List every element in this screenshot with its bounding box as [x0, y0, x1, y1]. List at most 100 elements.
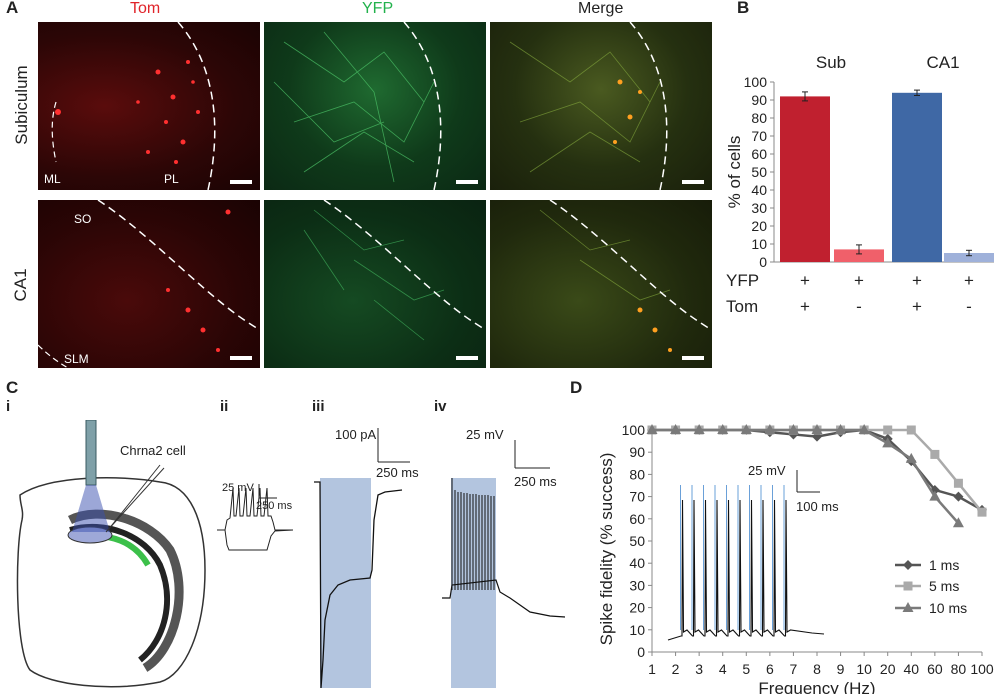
x-tick-label: 100	[970, 661, 994, 677]
scale-ii-voltage: 25 mV	[222, 482, 254, 494]
scale-bar	[682, 180, 704, 184]
label-ml: ML	[44, 172, 61, 186]
data-point	[787, 424, 799, 434]
y-tick-label: 40	[751, 182, 767, 198]
x-tick-label: 10	[856, 661, 872, 677]
y-tick-label: 60	[751, 146, 767, 162]
col-title-tom: Tom	[130, 0, 161, 17]
tom-sign: -	[966, 297, 972, 316]
scale-bar	[682, 356, 704, 360]
inset-scale-v-label: 25 mV	[748, 463, 786, 478]
micrograph-sub-tom: ML PL	[38, 22, 260, 190]
panel-c-iv: iv	[434, 398, 447, 415]
data-point	[717, 424, 729, 434]
data-point	[764, 424, 776, 434]
chrna2-cell-label: Chrna2 cell	[120, 443, 186, 458]
y-tick-label: 10	[629, 622, 645, 638]
data-point	[977, 507, 987, 517]
micrograph-ca1-tom: SO SLM	[38, 200, 260, 368]
inset-trace	[667, 485, 825, 641]
scale-iv-voltage: 25 mV	[466, 427, 504, 442]
legend-marker	[903, 560, 913, 570]
data-point	[670, 424, 682, 434]
y-tick-label: 90	[629, 444, 645, 460]
y-tick-label: 10	[751, 236, 767, 252]
x-tick-label: 6	[766, 661, 774, 677]
x-tick-label: 80	[951, 661, 967, 677]
scale-bar	[230, 356, 252, 360]
y-tick-label: 0	[759, 254, 767, 270]
row-title-subiculum: Subiculum	[12, 65, 31, 145]
label-slm: SLM	[64, 352, 89, 366]
scale-bar	[230, 180, 252, 184]
inset-scale-t-label: 100 ms	[796, 499, 839, 514]
y-tick-label: 20	[751, 218, 767, 234]
x-tick-label: 5	[742, 661, 750, 677]
data-point	[930, 449, 940, 459]
yfp-sign: +	[964, 271, 974, 290]
x-tick-label: 9	[837, 661, 845, 677]
y-tick-label: 90	[751, 92, 767, 108]
y-tick-label: 30	[629, 577, 645, 593]
light-stim-iii	[320, 478, 371, 688]
y-tick-label: 70	[751, 128, 767, 144]
bar	[944, 253, 994, 262]
row-label-tom: Tom	[726, 297, 758, 316]
panel-label-c: C	[6, 378, 19, 397]
micrograph-sub-yfp	[264, 22, 486, 190]
panel-c-iii: iii	[312, 398, 325, 415]
panel-c-ii: ii	[220, 398, 229, 415]
x-tick-label: 7	[790, 661, 798, 677]
brain-schematic	[16, 420, 206, 688]
y-tick-label: 80	[629, 466, 645, 482]
micrograph-ca1-merge	[490, 200, 712, 368]
x-tick-label: 40	[903, 661, 919, 677]
row-title-ca1: CA1	[11, 268, 30, 302]
data-point	[883, 425, 893, 435]
col-title-merge: Merge	[578, 0, 624, 17]
x-axis-label: Frequency (Hz)	[758, 679, 875, 694]
y-tick-label: 100	[622, 422, 646, 438]
row-label-yfp: YFP	[726, 271, 759, 290]
panel-c-i: i	[6, 398, 11, 415]
y-tick-label: 40	[629, 555, 645, 571]
y-tick-label: 100	[744, 74, 768, 90]
x-tick-label: 3	[695, 661, 703, 677]
scale-bar	[456, 356, 478, 360]
y-tick-label: 80	[751, 110, 767, 126]
x-tick-label: 20	[880, 661, 896, 677]
trace-iii	[314, 428, 410, 689]
scale-iv-time: 250 ms	[514, 474, 557, 489]
data-point	[858, 424, 870, 434]
y-tick-label: 30	[751, 200, 767, 216]
scale-ii-time: 250 ms	[256, 500, 293, 512]
group-label: Sub	[816, 53, 846, 72]
data-point	[929, 490, 941, 501]
y-tick-label: 50	[629, 533, 645, 549]
data-point	[906, 425, 916, 435]
bar	[892, 92, 942, 262]
legend-label: 1 ms	[929, 557, 959, 573]
y-tick-label: 50	[751, 164, 767, 180]
yfp-sign: +	[800, 271, 810, 290]
micrograph-sub-merge	[490, 22, 712, 190]
y-axis-label: Spike fidelity (% success)	[597, 453, 616, 646]
col-title-yfp: YFP	[362, 0, 394, 17]
series-line	[652, 428, 960, 525]
legend-label: 10 ms	[929, 600, 967, 616]
x-tick-label: 8	[813, 661, 821, 677]
panel-label-a: A	[6, 0, 19, 17]
bar-chart-b: 0 10 20 30 40 50 60 70 80 90 100 % of cells + + + - + + + -…	[725, 53, 994, 316]
y-tick-label: 20	[629, 600, 645, 616]
legend-label: 5 ms	[929, 578, 959, 594]
trace-iv	[442, 440, 566, 618]
panel-label-d: D	[570, 378, 583, 397]
scale-iii-current: 100 pA	[335, 427, 377, 442]
y-axis-label: % of cells	[725, 136, 744, 209]
yfp-sign: +	[912, 271, 922, 290]
x-tick-label: 4	[719, 661, 727, 677]
panel-label-b: B	[737, 0, 750, 17]
legend-marker	[903, 581, 913, 591]
data-point	[646, 424, 658, 434]
trace-ii	[217, 484, 294, 551]
